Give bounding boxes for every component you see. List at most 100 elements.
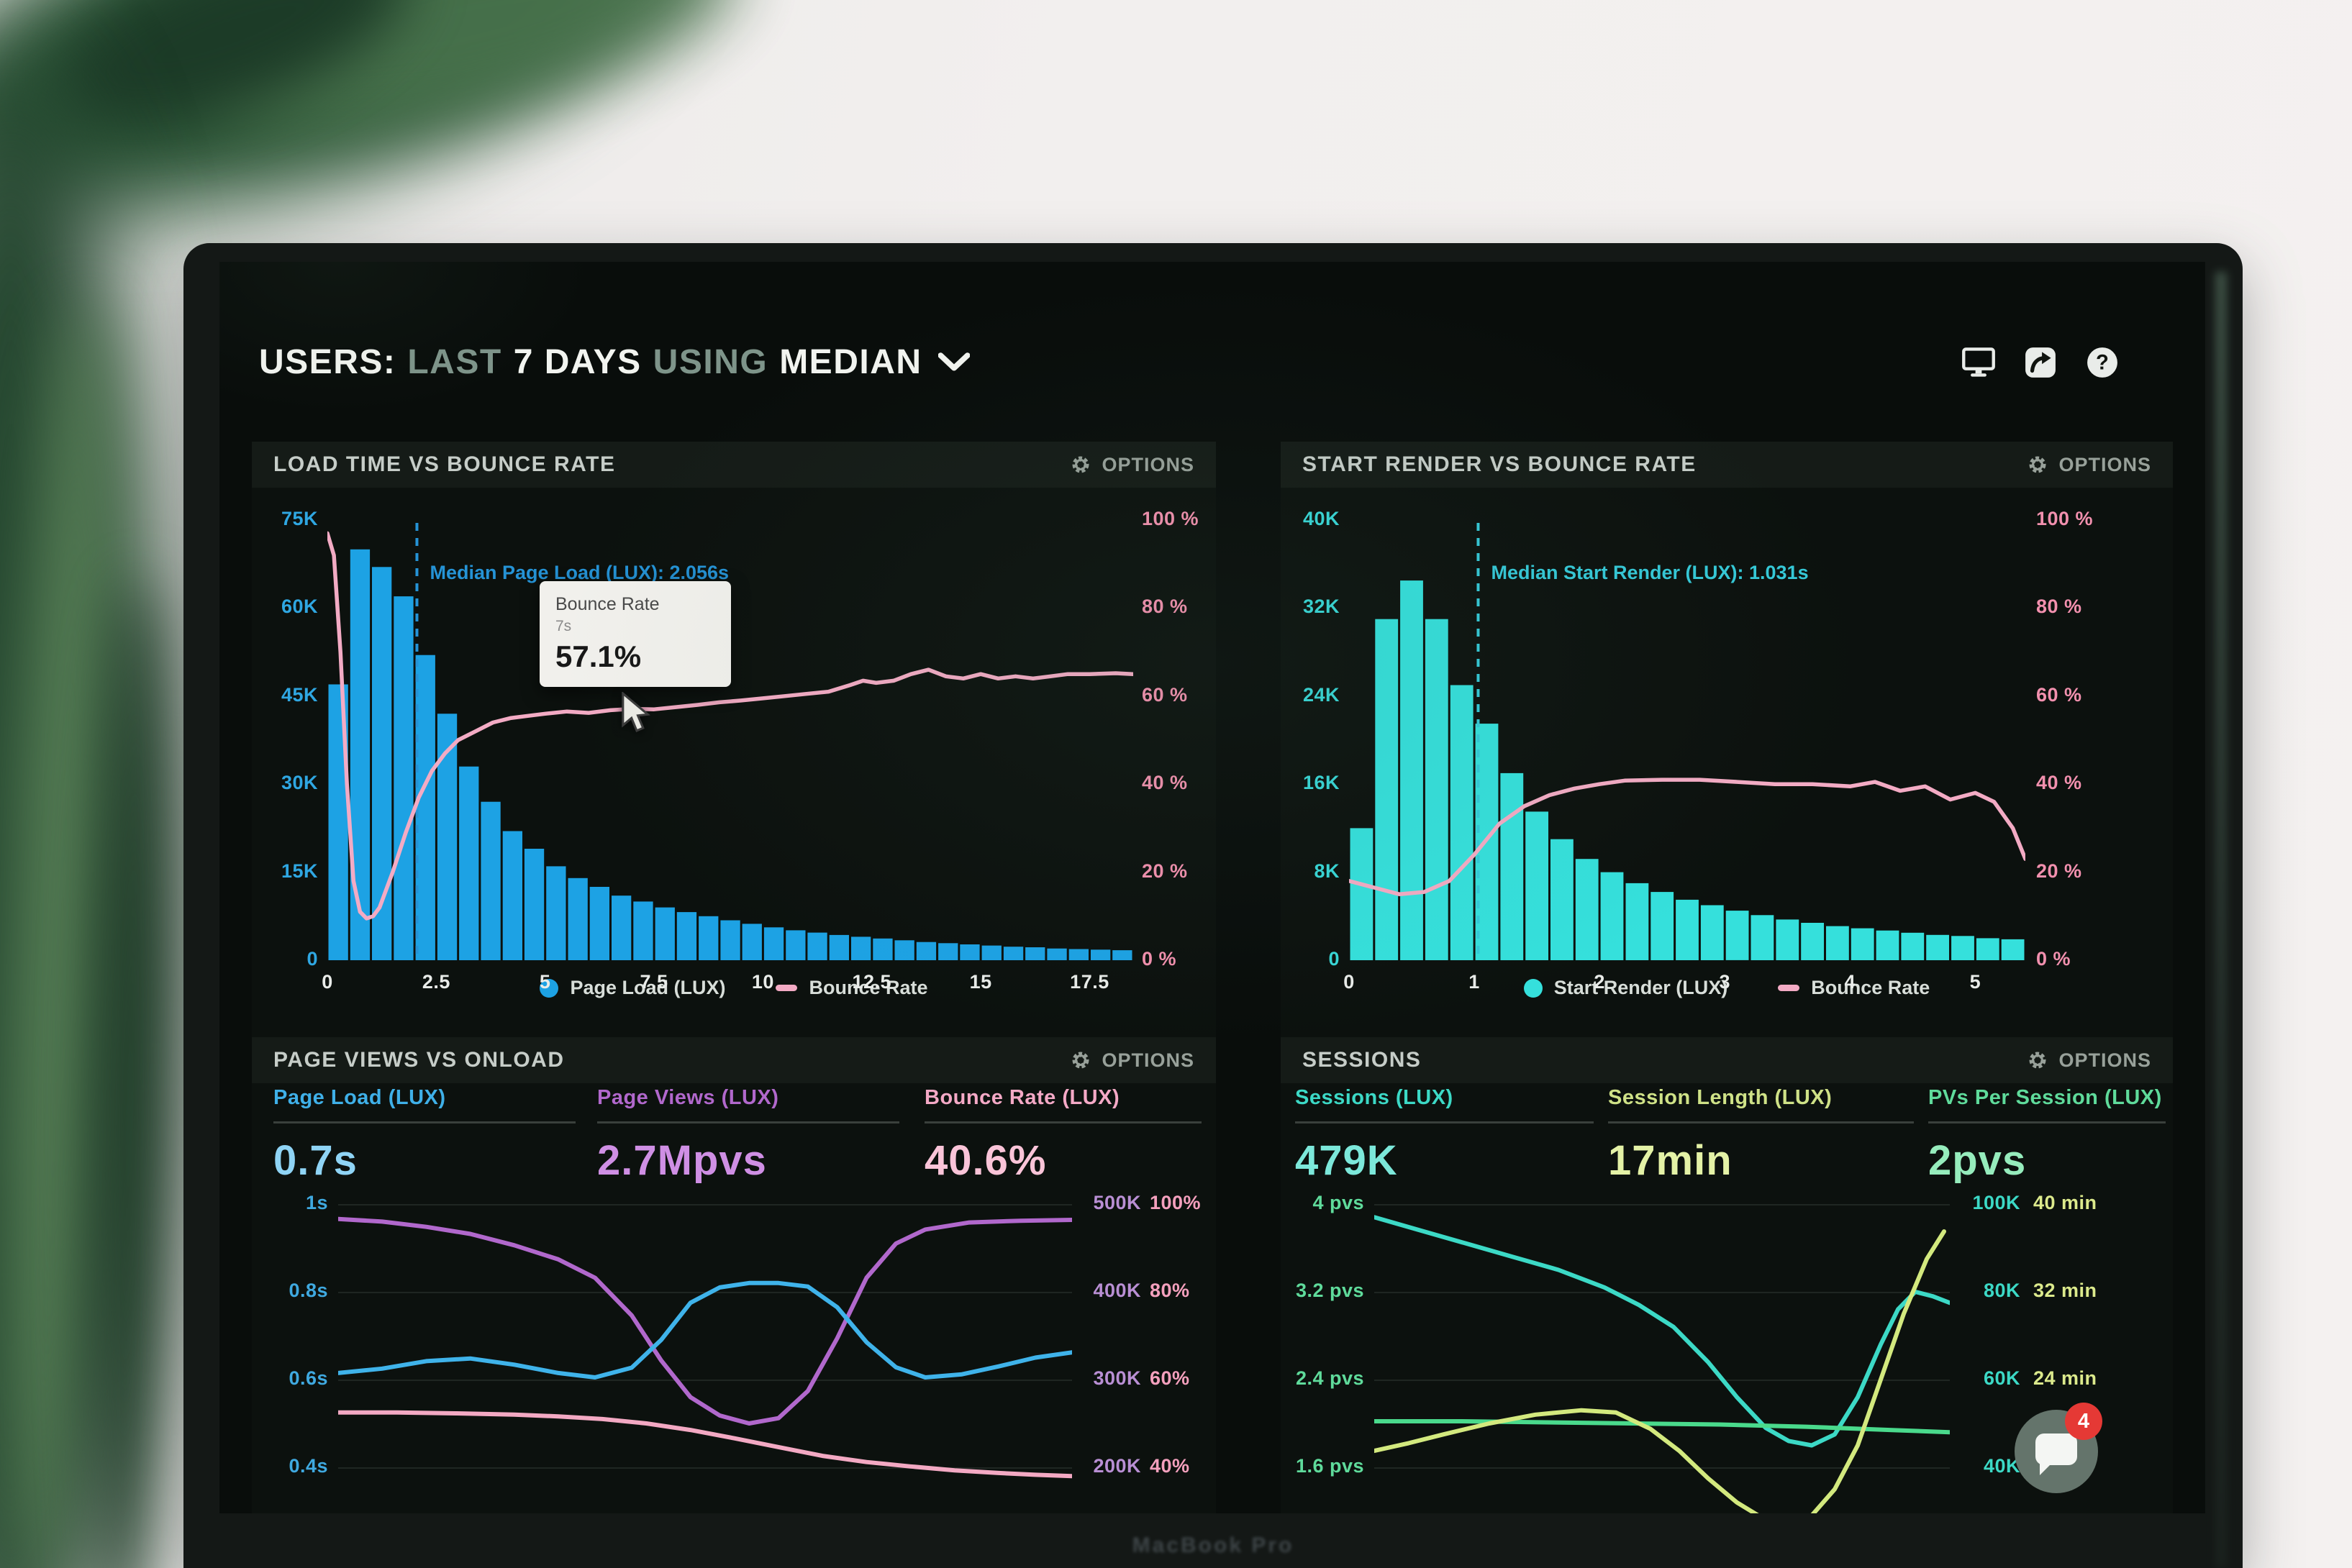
axis-tick: 7.5	[640, 971, 668, 993]
axis-tick: 1s	[305, 1192, 328, 1213]
axis-tick: 40%	[1150, 1455, 1190, 1477]
chevron-down-icon[interactable]	[937, 352, 970, 373]
axis-tick: 45K	[281, 683, 318, 706]
plant-leaf	[0, 301, 131, 1568]
chat-bubble-icon	[2035, 1433, 2077, 1475]
axis-tick: 32 min	[2033, 1280, 2097, 1301]
axis-tick: 80 %	[2036, 596, 2082, 618]
axis-tick: 15	[969, 971, 992, 993]
axis-tick: 4 pvs	[1312, 1192, 1364, 1213]
bounce-rate-legend-marker	[1778, 985, 1800, 991]
page-views-vs-onload-plot	[338, 1216, 1072, 1479]
gridline	[338, 1204, 1072, 1205]
axis-tick: 100%	[1150, 1192, 1202, 1213]
sessions-chart: Sessions (LUX) 479K Session Length (LUX) 17…	[1281, 1083, 2173, 1513]
axis-tick: 40K	[1983, 1455, 2020, 1477]
title-segment: 7 DAYS	[513, 343, 642, 381]
axis-tick: 2.4 pvs	[1295, 1367, 1364, 1389]
metric-0: Page Load (LUX) 0.7s	[273, 1086, 576, 1185]
panel-title: PAGE VIEWS VS ONLOAD	[273, 1048, 565, 1072]
tooltip: Bounce Rate 7s 57.1%	[540, 581, 731, 687]
axis-tick: 10	[751, 971, 774, 993]
legend-label: Page Load (LUX)	[570, 977, 726, 998]
metric-value: 17min	[1608, 1137, 1733, 1184]
axis-tick: 0	[322, 971, 333, 993]
axis-tick: 1	[1468, 971, 1480, 993]
metric-underline	[597, 1121, 899, 1123]
gridline	[338, 1292, 1072, 1293]
share-icon[interactable]	[2023, 346, 2058, 379]
svg-text:?: ?	[2096, 351, 2109, 374]
metric-underline	[925, 1121, 1202, 1123]
bezel-label: MacBook Pro	[1132, 1533, 1294, 1557]
title-segment: USING	[653, 343, 768, 381]
mouse-cursor-icon	[622, 692, 651, 732]
metric-1: Session Length (LUX) 17min	[1608, 1086, 1914, 1185]
axis-tick: 0 %	[2036, 948, 2071, 970]
panel-header: START RENDER VS BOUNCE RATE OPTIONS	[1281, 442, 2173, 488]
axis-tick: 40K	[1302, 508, 1340, 529]
start-render-chart: Start Render (LUX) Bounce Rate 40K 32K 24K…	[1281, 488, 2173, 1040]
axis-tick: 32K	[1302, 596, 1340, 618]
axis-tick: 60 %	[1142, 683, 1188, 706]
plant-leaf	[0, 0, 676, 284]
axis-tick: 30K	[281, 772, 318, 794]
page-load-legend-marker	[540, 978, 559, 998]
metric-2: Bounce Rate (LUX) 40.6%	[925, 1086, 1202, 1185]
axis-tick: 100 %	[1142, 508, 1199, 529]
metric-0: Sessions (LUX) 479K	[1295, 1086, 1594, 1185]
axis-tick: 60K	[281, 596, 318, 618]
metric-value: 0.7s	[273, 1137, 358, 1184]
axis-tick: 8K	[1314, 860, 1340, 882]
bounce-rate-legend-marker	[776, 985, 798, 991]
legend-label: Start Render (LUX)	[1553, 977, 1728, 998]
gridline	[1374, 1292, 1950, 1293]
start-render-legend-marker	[1523, 978, 1543, 998]
display-icon[interactable]	[1961, 346, 1996, 379]
axis-tick: 400K	[1093, 1280, 1141, 1301]
title-segment: LAST	[407, 343, 502, 381]
title-segment: USERS:	[259, 343, 396, 381]
axis-tick: 0.6s	[289, 1367, 328, 1389]
help-icon[interactable]: ?	[2085, 346, 2120, 379]
axis-tick: 3.2 pvs	[1295, 1280, 1364, 1301]
panel-load-time-vs-bounce-rate: LOAD TIME VS BOUNCE RATE OPTIONS Page Lo…	[252, 442, 1216, 1040]
metric-label: Sessions (LUX)	[1295, 1086, 1453, 1109]
laptop: USERS: LAST 7 DAYS USING MEDIAN	[183, 243, 2243, 1568]
axis-tick: 2	[1594, 971, 1605, 993]
panel-sessions: SESSIONS OPTIONS Sessions (LUX) 479K Sessi…	[1281, 1037, 2173, 1513]
panel-title: SESSIONS	[1302, 1048, 1422, 1072]
tooltip-value: 57.1%	[555, 639, 642, 673]
chart-legend: Page Load (LUX) Bounce Rate	[252, 977, 1216, 999]
title-segment: MEDIAN	[779, 343, 922, 381]
axis-tick: 12.5	[852, 971, 892, 993]
axis-tick: 60K	[1983, 1367, 2020, 1389]
chat-launcher-button[interactable]: 4	[2015, 1403, 2102, 1493]
dashboard-screen: USERS: LAST 7 DAYS USING MEDIAN	[219, 262, 2205, 1513]
axis-tick: 17.5	[1070, 971, 1109, 993]
axis-tick: 40 %	[2036, 772, 2082, 794]
legend-item: Bounce Rate	[776, 977, 928, 999]
options-button[interactable]: OPTIONS	[2027, 1049, 2151, 1072]
plant-leaf	[167, 0, 754, 172]
gear-icon	[2029, 1052, 2046, 1069]
plant-leaf	[28, 0, 432, 168]
axis-tick: 24K	[1302, 683, 1340, 706]
legend-item: Bounce Rate	[1778, 977, 1930, 999]
users-range-dropdown[interactable]: USERS: LAST 7 DAYS USING MEDIAN	[259, 342, 970, 382]
axis-tick: 5	[1969, 971, 1981, 993]
options-button[interactable]: OPTIONS	[2027, 454, 2151, 476]
axis-tick: 1.6 pvs	[1295, 1455, 1364, 1477]
axis-tick: 0	[307, 948, 318, 970]
options-button[interactable]: OPTIONS	[1070, 1049, 1194, 1072]
metric-label: PVs Per Session (LUX)	[1928, 1086, 2162, 1109]
tooltip-x-value: 7s	[555, 618, 572, 634]
axis-tick: 75K	[281, 508, 318, 529]
gear-icon	[1072, 456, 1089, 473]
axis-tick: 0.4s	[289, 1455, 328, 1477]
options-button[interactable]: OPTIONS	[1070, 454, 1194, 476]
metric-underline	[1295, 1121, 1594, 1123]
chat-unread-badge: 4	[2065, 1403, 2102, 1440]
axis-tick: 2.5	[422, 971, 450, 993]
